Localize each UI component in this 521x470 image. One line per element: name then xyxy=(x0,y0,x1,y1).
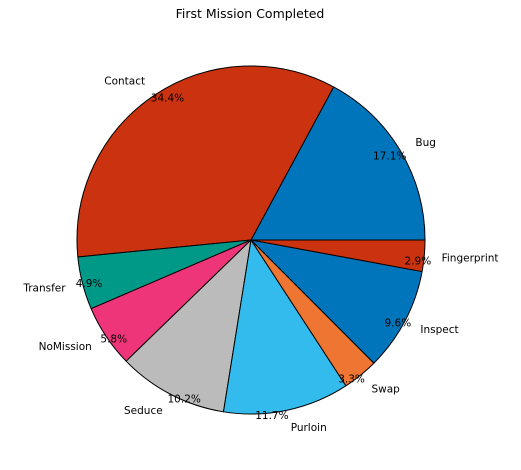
slice-label-bug: Bug xyxy=(415,137,436,149)
slice-percent-swap: 3.3% xyxy=(338,374,365,386)
pie-slice-purloin xyxy=(222,239,347,415)
slice-percent-fingerprint: 2.9% xyxy=(405,256,432,268)
slice-percent-bug: 17.1% xyxy=(373,150,406,162)
pie-slices xyxy=(76,65,426,415)
slice-percent-contact: 34.4% xyxy=(151,92,184,104)
chart-title: First Mission Completed xyxy=(176,6,325,21)
pie-labels: Bug 17.1% Contact 34.4% Transfer 4.9% NoMissio… xyxy=(22,76,498,435)
slice-label-transfer: Transfer xyxy=(22,283,66,295)
slice-label-inspect: Inspect xyxy=(420,324,458,336)
slice-label-swap: Swap xyxy=(372,384,401,396)
slice-percent-inspect: 9.6% xyxy=(385,317,412,329)
pie-slice-inspect xyxy=(250,239,423,364)
slice-label-seduce: Seduce xyxy=(124,405,163,417)
pie-slice-seduce xyxy=(125,239,252,413)
slice-label-nomission: NoMission xyxy=(39,341,92,353)
slice-percent-purloin: 11.7% xyxy=(255,410,288,422)
slice-percent-transfer: 4.9% xyxy=(76,278,103,290)
slice-label-fingerprint: Fingerprint xyxy=(442,252,499,264)
slice-percent-nomission: 5.8% xyxy=(100,333,127,345)
pie-slice-contact xyxy=(76,65,335,258)
pie-slice-fingerprint xyxy=(250,239,426,273)
slice-label-purloin: Purloin xyxy=(291,422,327,434)
slice-label-contact: Contact xyxy=(104,76,145,88)
slice-percent-seduce: 10.2% xyxy=(168,394,201,406)
pie-slice-bug xyxy=(250,86,426,241)
